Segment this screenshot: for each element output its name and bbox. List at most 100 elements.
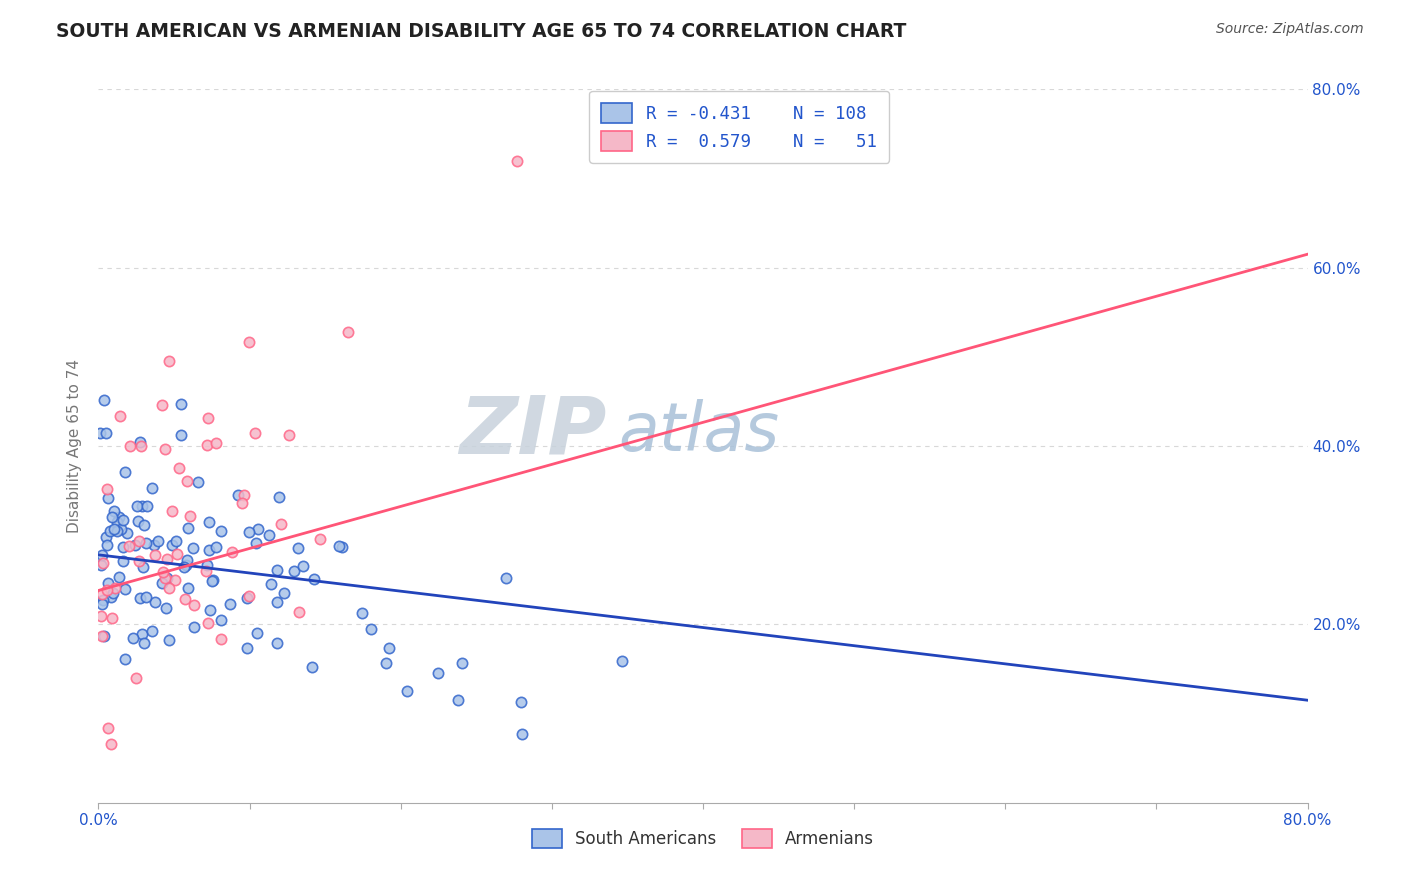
Point [160, 504, 183, 518]
Point [209, 613, 232, 627]
Legend: South Americans, Armenians: South Americans, Armenians [526, 822, 880, 855]
Point [236, 591, 259, 605]
Point [183, 620, 205, 634]
Point [183, 599, 205, 613]
Point [108, 570, 131, 584]
Point [495, 571, 517, 585]
Point [156, 552, 179, 566]
Point [89, 426, 111, 441]
Point [181, 541, 204, 555]
Point [375, 657, 398, 671]
Point [129, 591, 152, 606]
Point [128, 534, 150, 549]
Point [174, 558, 197, 572]
Point [505, 153, 527, 168]
Point [117, 526, 139, 541]
Point [197, 411, 219, 425]
Point [177, 582, 200, 596]
Point [451, 656, 474, 670]
Point [170, 397, 193, 411]
Point [101, 509, 124, 524]
Point [143, 548, 166, 562]
Point [173, 560, 195, 574]
Point [270, 516, 292, 531]
Point [177, 521, 200, 535]
Point [142, 538, 165, 552]
Point [90, 587, 112, 601]
Point [90, 597, 112, 611]
Point [266, 595, 288, 609]
Point [157, 354, 180, 368]
Y-axis label: Disability Age 65 to 74: Disability Age 65 to 74 [67, 359, 83, 533]
Point [111, 540, 134, 554]
Point [93, 629, 115, 643]
Point [110, 409, 132, 424]
Point [132, 518, 155, 533]
Text: Source: ZipAtlas.com: Source: ZipAtlas.com [1216, 22, 1364, 37]
Point [110, 523, 132, 537]
Point [352, 606, 374, 620]
Point [141, 624, 163, 639]
Point [277, 427, 299, 442]
Point [266, 563, 288, 577]
Point [90, 558, 112, 572]
Point [156, 571, 179, 585]
Point [124, 538, 146, 552]
Point [245, 626, 267, 640]
Point [96, 426, 118, 441]
Point [96, 582, 118, 597]
Point [426, 665, 449, 680]
Point [200, 574, 222, 588]
Point [198, 543, 221, 558]
Point [245, 536, 267, 550]
Point [93, 392, 115, 407]
Point [103, 522, 125, 536]
Point [395, 683, 418, 698]
Point [169, 461, 191, 475]
Text: atlas: atlas [619, 399, 779, 465]
Point [132, 635, 155, 649]
Point [238, 589, 260, 603]
Point [201, 573, 224, 587]
Point [143, 595, 166, 609]
Point [118, 539, 141, 553]
Text: ZIP: ZIP [458, 392, 606, 471]
Point [330, 540, 353, 554]
Point [97, 721, 120, 735]
Point [122, 631, 145, 645]
Point [153, 571, 176, 585]
Point [103, 504, 125, 518]
Point [304, 572, 326, 586]
Point [195, 558, 218, 573]
Point [187, 475, 209, 490]
Point [287, 605, 309, 619]
Point [125, 499, 148, 513]
Point [98, 524, 121, 538]
Point [209, 632, 232, 647]
Point [104, 581, 127, 595]
Point [111, 554, 134, 568]
Point [101, 611, 124, 625]
Point [100, 590, 122, 604]
Point [97, 491, 120, 505]
Point [612, 654, 634, 668]
Point [221, 544, 243, 558]
Point [231, 496, 253, 510]
Point [125, 671, 148, 685]
Point [100, 737, 122, 751]
Point [328, 540, 350, 554]
Point [136, 499, 159, 513]
Point [135, 535, 157, 549]
Point [150, 576, 173, 591]
Point [166, 547, 188, 561]
Point [205, 540, 228, 554]
Point [218, 597, 240, 611]
Point [129, 435, 152, 450]
Point [170, 428, 193, 442]
Point [267, 490, 290, 504]
Point [283, 564, 305, 578]
Point [114, 465, 136, 479]
Point [176, 553, 198, 567]
Point [197, 616, 219, 631]
Point [510, 726, 533, 740]
